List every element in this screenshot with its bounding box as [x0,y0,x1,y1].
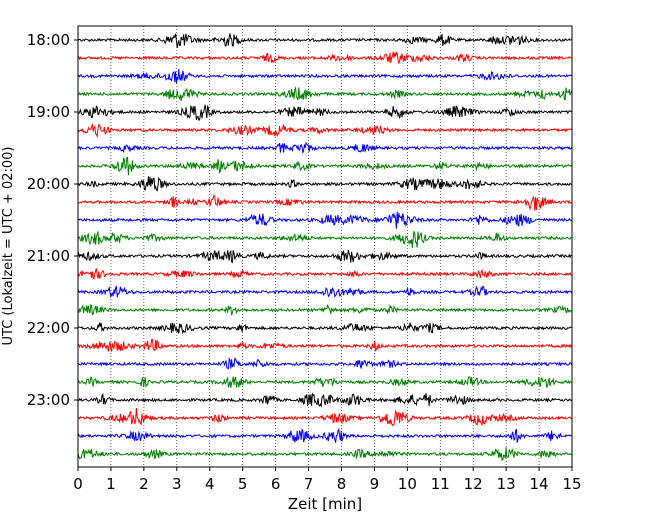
trace-row-1815 [77,51,572,64]
trace-row-2315 [77,408,572,427]
x-tick-label: 8 [337,475,347,493]
y-axis: 18:00 19:00 20:00 21:00 22:00 23:00 [27,31,78,409]
trace-row-2015 [77,193,572,211]
trace-row-1945 [77,157,573,176]
trace-row-1900 [77,104,572,121]
trace-row-1930 [77,141,572,154]
trace-row-2045 [77,230,572,248]
x-tick-label: 13 [497,475,516,493]
y-tick-label: 18:00 [27,31,70,49]
x-tick-label: 10 [398,475,417,493]
y-tick-label: 23:00 [27,391,70,409]
trace-row-2230 [77,356,573,370]
trace-row-1845 [77,85,573,101]
trace-row-2300 [77,392,573,409]
trace-row-1800 [77,33,572,49]
x-tick-label: 12 [464,475,483,493]
trace-row-2330 [77,427,572,443]
x-tick-label: 11 [431,475,450,493]
trace-row-1915 [77,123,572,139]
x-tick-label: 4 [205,475,215,493]
trace-row-2215 [77,338,573,352]
x-tick-label: 15 [562,475,581,493]
x-tick-label: 2 [139,475,149,493]
x-axis-label: Zeit [min] [288,495,362,513]
x-tick-label: 9 [370,475,380,493]
trace-row-2130 [77,285,573,298]
y-axis-label: UTC (Lokalzeit = UTC + 02:00) [1,147,16,346]
trace-row-2115 [77,268,572,280]
y-tick-label: 19:00 [27,103,70,121]
trace-row-2000 [77,176,572,192]
trace-row-1830 [77,68,572,84]
trace-row-2200 [77,322,572,335]
trace-row-2100 [77,249,572,264]
x-tick-label: 5 [238,475,248,493]
x-axis: 0 1 2 3 4 5 6 7 8 9 10 11 12 13 14 15 [73,467,582,493]
trace-row-2030 [77,211,572,229]
trace-row-2345 [77,447,572,461]
y-tick-label: 21:00 [27,247,70,265]
x-tick-label: 1 [106,475,116,493]
trace-row-2145 [77,303,572,316]
plot-frame [77,25,573,468]
x-tick-label: 7 [304,475,314,493]
x-tick-label: 14 [530,475,549,493]
x-tick-label: 0 [73,475,83,493]
y-tick-label: 22:00 [27,319,70,337]
y-tick-label: 20:00 [27,175,70,193]
trace-row-2245 [77,376,572,389]
x-tick-label: 3 [172,475,182,493]
seismogram-traces [77,33,573,461]
x-tick-label: 6 [271,475,281,493]
